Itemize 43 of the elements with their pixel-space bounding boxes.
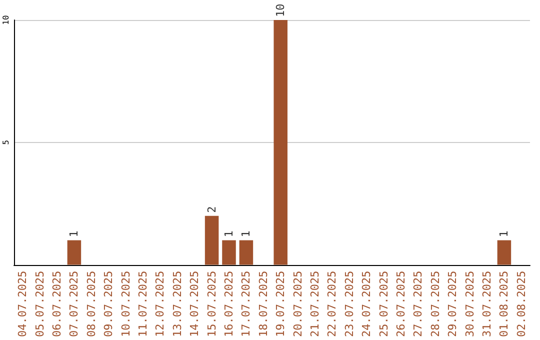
x-tick-label: 29.07.2025 — [446, 270, 460, 338]
x-tick-label: 01.08.2025 — [498, 270, 511, 338]
x-tick-label: 05.07.2025 — [33, 270, 46, 338]
x-tick-label: 18.07.2025 — [256, 270, 270, 338]
x-tick-label: 20.07.2025 — [291, 270, 304, 338]
x-tick-label: 02.08.2025 — [514, 270, 528, 338]
x-tick-label: 25.07.2025 — [377, 270, 390, 338]
x-tick-label: 24.07.2025 — [360, 270, 374, 338]
x-tick-label: 10.07.2025 — [119, 270, 132, 338]
x-tick-label: 14.07.2025 — [188, 270, 202, 338]
y-tick-label: 5 — [2, 140, 10, 145]
x-tick-label: 16.07.2025 — [222, 270, 236, 338]
x-tick-label: 15.07.2025 — [205, 270, 218, 338]
bar — [239, 240, 254, 265]
x-tick-label: 23.07.2025 — [342, 270, 356, 338]
x-tick-label: 19.07.2025 — [274, 270, 288, 338]
x-tick-label: 27.07.2025 — [412, 270, 425, 338]
data-label: 2 — [205, 206, 218, 213]
bar — [274, 20, 288, 265]
data-label: 1 — [240, 230, 253, 238]
x-tick-label: 21.07.2025 — [308, 270, 322, 338]
x-tick-label: 09.07.2025 — [102, 270, 116, 338]
bar — [204, 216, 219, 265]
data-label: 1 — [222, 230, 236, 238]
x-tick-label: 04.07.2025 — [16, 270, 30, 338]
x-tick-label: 17.07.2025 — [240, 270, 253, 338]
x-tick-label: 07.07.2025 — [68, 270, 81, 338]
bar — [222, 240, 236, 265]
x-tick-label: 28.07.2025 — [428, 270, 442, 338]
x-tick-label: 13.07.2025 — [170, 270, 184, 338]
x-tick-label: 12.07.2025 — [154, 270, 167, 338]
data-label: 10 — [274, 4, 288, 17]
x-tick-label: 06.07.2025 — [50, 270, 64, 338]
bar — [497, 240, 512, 265]
x-tick-label: 22.07.2025 — [326, 270, 339, 338]
data-label: 1 — [68, 230, 81, 238]
x-tick-label: 30.07.2025 — [463, 270, 476, 338]
x-tick-label: 26.07.2025 — [394, 270, 408, 338]
x-tick-label: 31.07.2025 — [480, 270, 494, 338]
x-tick-label: 11.07.2025 — [136, 270, 150, 338]
data-label: 1 — [498, 230, 511, 238]
x-tick-label: 08.07.2025 — [84, 270, 98, 338]
bar — [67, 240, 82, 265]
